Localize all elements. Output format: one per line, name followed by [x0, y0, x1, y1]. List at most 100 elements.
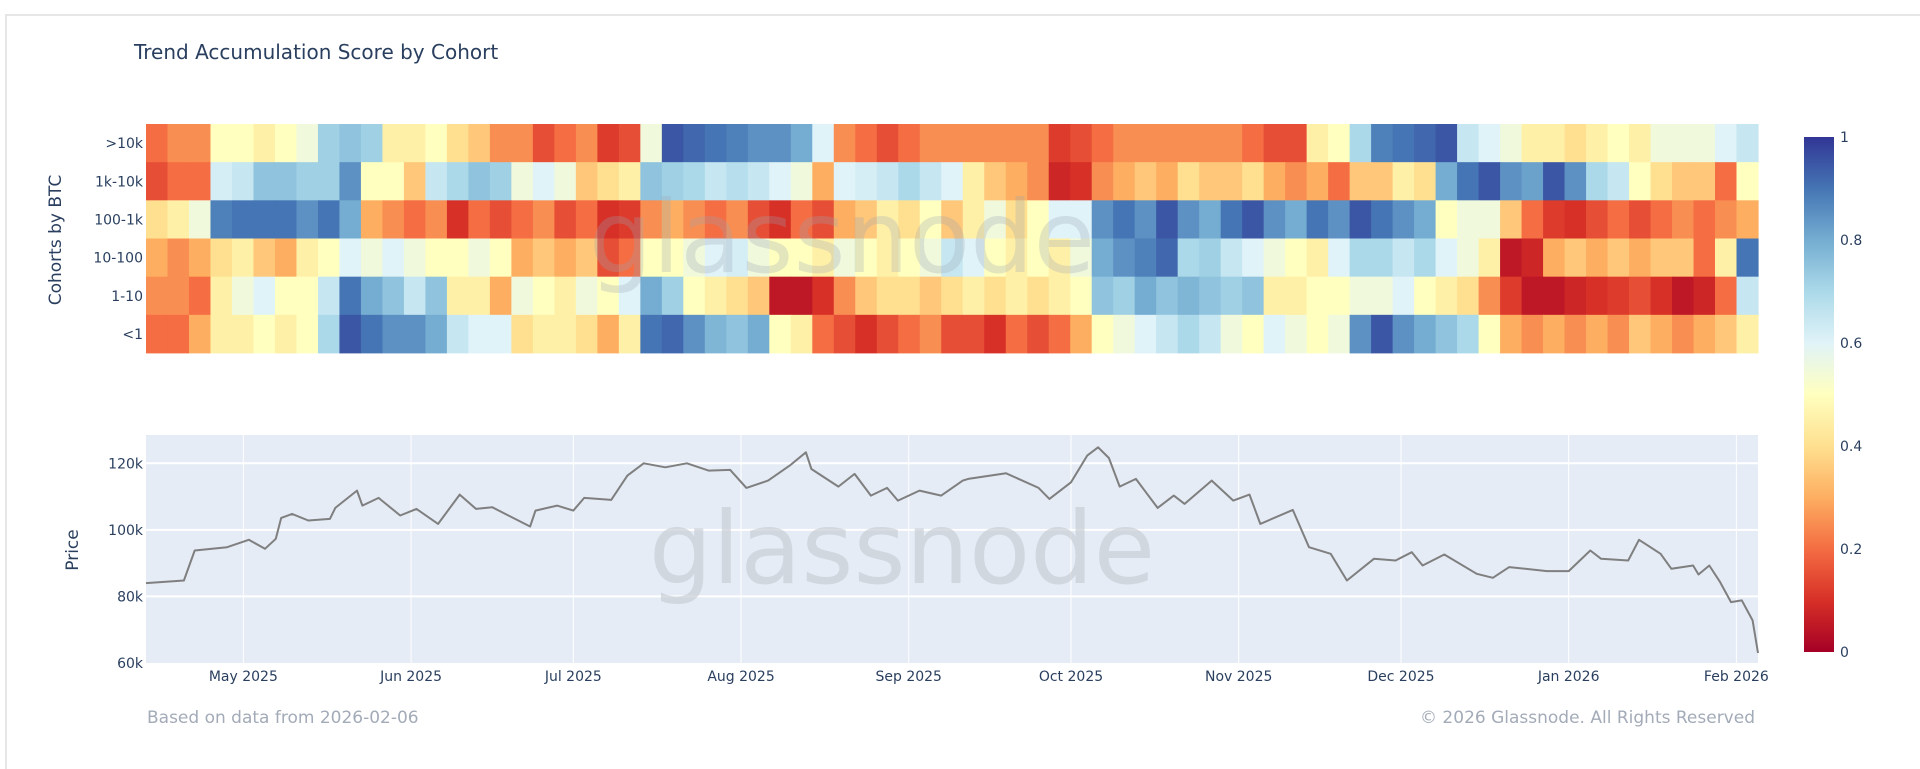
- heatmap-cell: [1199, 200, 1222, 239]
- heatmap-cell: [1134, 314, 1157, 354]
- heatmap-cell: [1715, 238, 1738, 278]
- price-plot: 60k 80k 100k 120k May 2025 Jun 2025 Jul 2025 Au…: [108, 435, 1769, 685]
- heatmap-cell: [253, 200, 276, 239]
- heatmap-cell: [1134, 276, 1157, 316]
- heatmap-cell: [425, 124, 448, 163]
- heatmap-cell: [661, 276, 684, 316]
- heatmap-cell: [1435, 124, 1458, 163]
- heatmap-cell: [919, 200, 942, 239]
- heatmap-cell: [403, 238, 427, 278]
- heatmap-cell: [1263, 314, 1286, 354]
- heatmap-cell: [1349, 200, 1372, 239]
- heatmap-cell: [1435, 314, 1458, 354]
- watermark-logo: glassnode: [649, 490, 1155, 607]
- heatmap-cell: [855, 276, 878, 316]
- heatmap-cell: [1177, 314, 1200, 354]
- heatmap-cell: [296, 314, 319, 354]
- heatmap-cell: [1521, 276, 1544, 316]
- heatmap-cell: [1629, 314, 1652, 354]
- heatmap-cell: [618, 314, 641, 354]
- x-tick-label: Dec 2025: [1367, 669, 1434, 685]
- heatmap-cell: [1048, 276, 1071, 316]
- heatmap-cell: [317, 314, 341, 354]
- heatmap-cell: [618, 276, 641, 316]
- heatmap-cell: [188, 200, 212, 239]
- heatmap-y-tick-label: 10-100: [93, 251, 143, 267]
- heatmap-cell: [1048, 162, 1071, 201]
- heatmap-cell: [1027, 200, 1050, 239]
- heatmap-cell: [231, 314, 255, 354]
- heatmap-cell: [1285, 276, 1308, 316]
- heatmap-cell: [1134, 200, 1157, 239]
- heatmap-y-tick-label: 100-1k: [94, 212, 144, 228]
- heatmap-cell: [1478, 162, 1501, 201]
- heatmap-cell: [1693, 276, 1716, 316]
- heatmap-cell: [425, 162, 448, 201]
- heatmap-cell: [1564, 314, 1587, 354]
- heatmap-cell: [1586, 200, 1609, 239]
- heatmap-cell: [984, 314, 1007, 354]
- x-tick-label: Feb 2026: [1704, 669, 1769, 685]
- heatmap-cell: [210, 200, 233, 239]
- heatmap-cell: [726, 124, 749, 163]
- heatmap-cell: [1543, 124, 1566, 163]
- heatmap-cell: [403, 314, 427, 354]
- heatmap-cell: [231, 162, 255, 201]
- heatmap-cell: [446, 238, 469, 278]
- heatmap-cell: [1349, 314, 1372, 354]
- heatmap-cell: [661, 200, 684, 239]
- heatmap-cell: [1199, 124, 1222, 163]
- y-tick-label: 100k: [108, 523, 144, 539]
- heatmap-cell: [146, 162, 169, 201]
- heatmap-cell: [1263, 200, 1286, 239]
- heatmap-cell: [1736, 124, 1759, 163]
- heatmap-cell: [1478, 124, 1501, 163]
- heatmap-cell: [833, 162, 856, 201]
- heatmap-cell: [468, 124, 491, 163]
- heatmap-cell: [941, 314, 964, 354]
- heatmap-cell: [1564, 124, 1587, 163]
- heatmap-cell: [1414, 314, 1437, 354]
- heatmap-cell: [1027, 162, 1050, 201]
- heatmap-cell: [1177, 276, 1200, 316]
- heatmap-cell: [1156, 200, 1179, 239]
- heatmap-cell: [640, 276, 663, 316]
- heatmap-cell: [425, 314, 448, 354]
- heatmap-cell: [984, 124, 1007, 163]
- heatmap-cell: [1134, 124, 1157, 163]
- heatmap-cell: [1156, 276, 1179, 316]
- heatmap-cell: [1263, 276, 1286, 316]
- heatmap-cell: [704, 276, 727, 316]
- heatmap-cell: [1220, 314, 1243, 354]
- heatmap-cell: [790, 200, 813, 239]
- heatmap-cell: [382, 314, 405, 354]
- heatmap-cell: [790, 162, 813, 201]
- heatmap-cell: [532, 200, 555, 239]
- heatmap-cell: [1543, 200, 1566, 239]
- heatmap-cell: [274, 162, 298, 201]
- heatmap-cell: [489, 124, 512, 163]
- heatmap-cell: [1693, 124, 1716, 163]
- heatmap-cell: [1285, 200, 1308, 239]
- heatmap-y-tick-label: >10k: [105, 136, 144, 152]
- heatmap-cell: [640, 162, 663, 201]
- heatmap-cell: [446, 276, 469, 316]
- heatmap-cell: [1564, 200, 1587, 239]
- y-tick-label: 80k: [117, 589, 144, 605]
- heatmap-cell: [1392, 162, 1415, 201]
- heatmap-cell: [962, 314, 985, 354]
- heatmap-cell: [382, 124, 405, 163]
- heatmap-cell: [747, 200, 770, 239]
- heatmap-cell: [1027, 238, 1050, 278]
- heatmap-cell: [317, 200, 341, 239]
- heatmap-cell: [1543, 314, 1566, 354]
- x-tick-label: Aug 2025: [707, 669, 774, 685]
- heatmap-cell: [1736, 238, 1759, 278]
- heatmap-cell: [1371, 162, 1394, 201]
- heatmap-cell: [919, 238, 942, 278]
- chart-title: Trend Accumulation Score by Cohort: [133, 40, 498, 64]
- heatmap-cell: [812, 276, 835, 316]
- heatmap-cell: [661, 124, 684, 163]
- heatmap-cell: [188, 238, 212, 278]
- heatmap-cell: [554, 124, 577, 163]
